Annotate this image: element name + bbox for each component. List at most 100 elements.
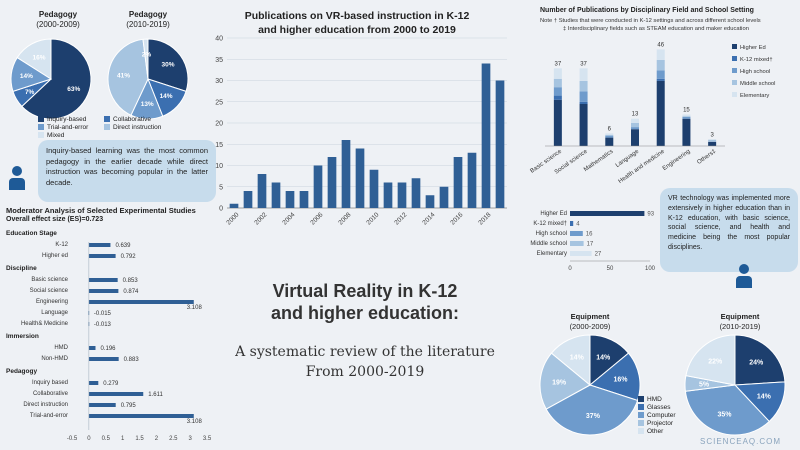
bar: [411, 178, 421, 208]
moderator-item-label: Health& Medicine: [21, 321, 69, 327]
bar: [369, 169, 379, 208]
legend-swatch: [638, 428, 644, 434]
pie-value-label: 63%: [67, 86, 80, 93]
moderator-item-label: Direct instruction: [23, 402, 68, 408]
pie-value-label: 2%: [142, 51, 152, 58]
legend-label: Higher Ed: [740, 45, 766, 51]
bar: [570, 221, 574, 226]
legend-swatch: [638, 412, 644, 418]
y-tick-label: 40: [215, 36, 223, 43]
x-tick-label: 50: [607, 266, 614, 272]
stacked-bar-segment: [656, 80, 665, 146]
bar-value-label: -0.015: [94, 311, 112, 317]
bar: [88, 243, 111, 247]
field-note-line2: ‡ Interdisciplinary fields such as STEAM…: [563, 26, 749, 32]
x-tick-label: 2016: [449, 211, 464, 226]
moderator-item-label: Language: [41, 310, 68, 316]
bar-total-label: 13: [632, 112, 639, 118]
legend-label: HMD: [647, 396, 662, 403]
bar-total-label: 37: [555, 61, 562, 67]
bar-value-label: 16: [586, 232, 593, 238]
stacked-bar-segment: [553, 95, 562, 100]
moderator-item-label: Higher ed: [42, 253, 68, 259]
stacked-bar-segment: [631, 127, 639, 130]
legend-swatch: [104, 116, 110, 122]
legend-swatch: [638, 420, 644, 426]
y-tick-label: 35: [215, 57, 223, 64]
stacked-bar-segment: [579, 104, 588, 146]
moderator-group-heading: Education Stage: [6, 230, 57, 237]
stacked-bar-segment: [631, 129, 639, 146]
moderator-item-label: Social science: [30, 288, 69, 294]
bar: [341, 140, 351, 208]
equip2-title-line1: Equipment: [720, 312, 760, 321]
y-tick-label: 20: [215, 121, 223, 128]
person-icon-left: [8, 166, 26, 190]
x-tick-label: 2018: [477, 211, 492, 226]
bar-total-label: 15: [683, 108, 690, 114]
moderator-item-label: HMD: [54, 345, 68, 351]
pie-value-label: 35%: [717, 412, 732, 419]
field-chart-note: Note † Studies that were conducted in K-…: [540, 17, 800, 33]
bar: [397, 182, 407, 208]
bar-value-label: 0.196: [100, 346, 116, 352]
subtitle-line2: From 2000-2019: [305, 364, 425, 380]
x-tick-label: -0.5: [67, 436, 78, 442]
equip1-title-line2: (2000-2009): [569, 322, 611, 331]
legend-swatch: [732, 80, 737, 85]
bar: [313, 165, 323, 208]
stacked-bar-segment: [656, 49, 665, 60]
x-tick-label: 3.5: [203, 436, 212, 442]
legend-label: Trial-and-error: [47, 124, 89, 131]
x-tick-label: 2002: [253, 211, 268, 226]
pie-value-label: 7%: [25, 89, 35, 96]
pie-slice: [734, 334, 786, 386]
y-tick-label: 25: [215, 99, 223, 106]
x-category-label: Others‡: [696, 149, 717, 166]
x-category-label: Engineering: [662, 149, 692, 172]
legend-swatch: [638, 404, 644, 410]
pie-value-label: 19%: [552, 379, 567, 386]
bar: [467, 152, 477, 208]
bar: [88, 392, 144, 396]
moderator-item-label: Collaborative: [33, 391, 69, 397]
legend-item: Other: [638, 428, 698, 436]
pedagogy-pie-2010-2019: 30% 14% 13% 41% 2%: [107, 38, 189, 120]
stacked-bar-segment: [631, 122, 639, 128]
legend-item: Inquiry-based: [38, 116, 104, 124]
stacked-bar-segment: [553, 87, 562, 96]
legend-label: Direct instruction: [113, 124, 162, 131]
x-tick-label: 2006: [309, 211, 324, 226]
stacked-bar-segment: [553, 99, 562, 146]
legend-swatch: [732, 68, 737, 73]
pedagogy-pie-2000-2009: 63% 7% 14% 16%: [10, 38, 92, 120]
pie1-title: Pedagogy (2000-2009): [18, 10, 98, 30]
stacked-bar-segment: [631, 118, 639, 123]
subtitle-line1: A systematic review of the literature: [235, 344, 495, 360]
bar: [570, 231, 583, 236]
legend-item: Direct instruction: [104, 124, 194, 132]
bar: [355, 148, 365, 208]
setting-category-label: Elementary: [537, 251, 567, 257]
legend-swatch: [104, 124, 110, 130]
bar: [88, 346, 96, 350]
pie-slice: [107, 38, 149, 116]
bar-value-label: 0.795: [121, 403, 137, 409]
legend-swatch: [38, 116, 44, 122]
pie-value-label: 24%: [749, 360, 764, 367]
pie-value-label: 5%: [699, 381, 710, 388]
bar-value-label: 1.611: [148, 392, 163, 398]
legend-label: Glasses: [647, 404, 671, 411]
y-tick-label: 10: [215, 163, 223, 170]
legend-swatch: [732, 44, 737, 49]
x-tick-label: 2.5: [169, 436, 178, 442]
bar-value-label: 17: [587, 242, 594, 248]
x-tick-label: 100: [645, 266, 656, 272]
pie-value-label: 14%: [160, 93, 173, 100]
bar: [257, 174, 267, 208]
subtitle: A systematic review of the literature Fr…: [215, 342, 515, 382]
bar: [271, 182, 281, 208]
pie-slice: [550, 334, 591, 387]
publications-bar-chart: 0 5 10 15 20 25 30 35 40 2000 2002 2004 2006 2008 2010…: [215, 36, 507, 227]
bar: [88, 403, 116, 407]
